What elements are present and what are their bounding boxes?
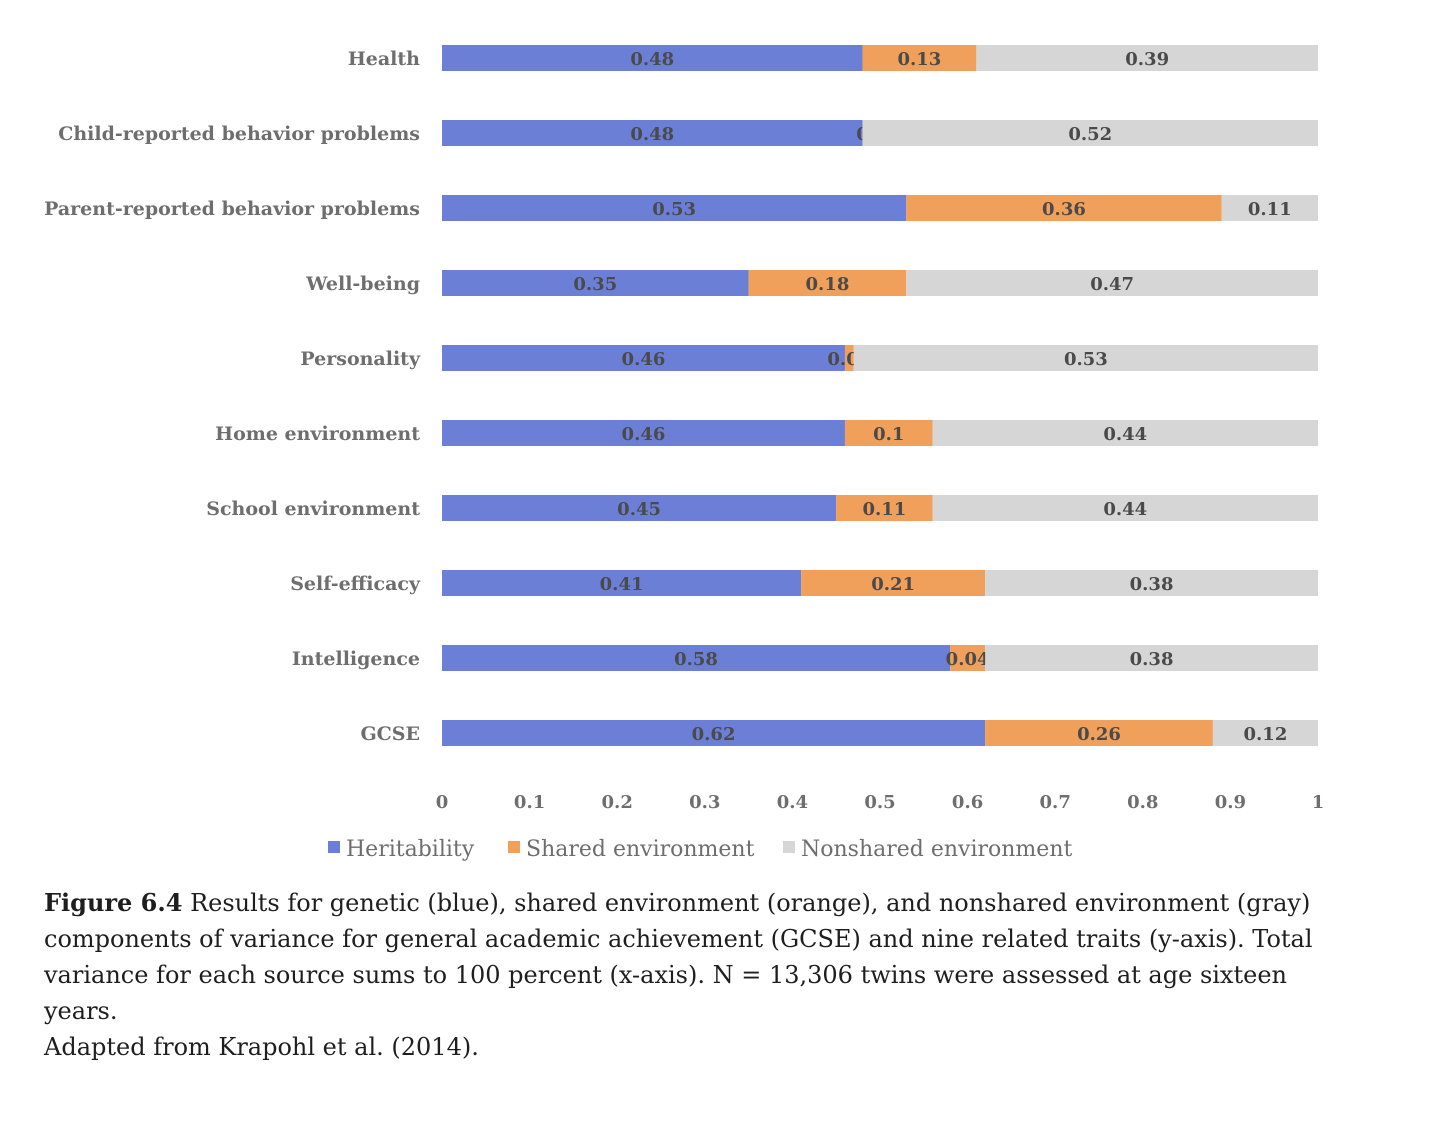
x-tick-label: 0.6 — [952, 792, 983, 813]
bars-layer: 0.480.130.390.4800.520.530.360.110.350.1… — [442, 45, 1318, 746]
bar-heritability-well-being — [442, 270, 749, 296]
bar-shared-environment-intelligence — [950, 645, 986, 671]
stacked-bar-chart: 0.480.130.390.4800.520.530.360.110.350.1… — [44, 45, 1325, 862]
legend-swatch-nonshared-environment — [783, 841, 795, 853]
category-labels: Health Child-reported behavior problems Pa… — [44, 48, 421, 745]
legend: Heritability Shared environment Nonshared … — [328, 837, 1072, 862]
data-label-heritability-intelligence: 0.58 — [674, 649, 718, 670]
category-label-child-reported-behavior-problems: Child-reported behavior problems — [58, 123, 420, 145]
data-label-heritability-home-environment: 0.46 — [622, 424, 666, 445]
data-label-nonshared-environment-child-reported-behavior-problems: 0.52 — [1068, 124, 1112, 145]
legend-swatch-shared-environment — [508, 841, 520, 853]
bar-nonshared-environment-home-environment — [932, 420, 1318, 446]
bar-nonshared-environment-parent-reported-behavior-problems — [1221, 195, 1318, 221]
data-label-heritability-health: 0.48 — [630, 49, 674, 70]
bar-shared-environment-health — [862, 45, 977, 71]
data-label-heritability-school-environment: 0.45 — [617, 499, 661, 520]
data-label-nonshared-environment-well-being: 0.47 — [1090, 274, 1134, 295]
x-tick-label: 0.9 — [1215, 792, 1246, 813]
legend-label-shared-environment: Shared environment — [526, 837, 755, 862]
data-label-shared-environment-well-being: 0.18 — [806, 274, 850, 295]
bar-nonshared-environment-intelligence — [985, 645, 1318, 671]
bar-nonshared-environment-well-being — [906, 270, 1318, 296]
data-label-nonshared-environment-self-efficacy: 0.38 — [1130, 574, 1174, 595]
x-tick-label: 0.5 — [864, 792, 895, 813]
bar-shared-environment-self-efficacy — [801, 570, 986, 596]
data-label-heritability-personality: 0.46 — [622, 349, 666, 370]
bar-heritability-health — [442, 45, 863, 71]
bar-nonshared-environment-gcse — [1212, 720, 1318, 746]
caption-body: Figure 6.4 Results for genetic (blue), s… — [44, 885, 1344, 1029]
x-tick-label: 1 — [1312, 792, 1325, 813]
data-label-nonshared-environment-home-environment: 0.44 — [1103, 424, 1147, 445]
category-label-well-being: Well-being — [305, 273, 420, 295]
caption-text: Results for genetic (blue), shared envir… — [44, 889, 1313, 1025]
data-label-nonshared-environment-intelligence: 0.38 — [1130, 649, 1174, 670]
legend-label-nonshared-environment: Nonshared environment — [801, 837, 1072, 862]
bar-shared-environment-well-being — [748, 270, 907, 296]
x-tick-label: 0.1 — [514, 792, 545, 813]
bar-shared-environment-school-environment — [836, 495, 933, 521]
data-label-nonshared-environment-personality: 0.53 — [1064, 349, 1108, 370]
bar-heritability-gcse — [442, 720, 986, 746]
data-label-heritability-child-reported-behavior-problems: 0.48 — [630, 124, 674, 145]
bar-nonshared-environment-school-environment — [932, 495, 1318, 521]
x-tick-label: 0.7 — [1040, 792, 1071, 813]
x-axis-ticks: 0 0.1 0.2 0.3 0.4 0.5 0.6 0.7 0.8 0.9 1 — [436, 792, 1325, 813]
category-label-personality: Personality — [300, 348, 421, 370]
data-label-heritability-parent-reported-behavior-problems: 0.53 — [652, 199, 696, 220]
bar-nonshared-environment-self-efficacy — [985, 570, 1318, 596]
data-label-nonshared-environment-parent-reported-behavior-problems: 0.11 — [1248, 199, 1292, 220]
category-label-school-environment: School environment — [206, 498, 420, 520]
legend-swatch-heritability — [328, 841, 340, 853]
caption-source: Adapted from Krapohl et al. (2014). — [44, 1033, 479, 1061]
x-tick-label: 0 — [436, 792, 449, 813]
data-label-heritability-gcse: 0.62 — [692, 724, 736, 745]
x-tick-label: 0.4 — [777, 792, 808, 813]
data-label-heritability-self-efficacy: 0.41 — [600, 574, 644, 595]
data-label-shared-environment-parent-reported-behavior-problems: 0.36 — [1042, 199, 1086, 220]
bar-shared-environment-parent-reported-behavior-problems — [906, 195, 1222, 221]
bar-nonshared-environment-health — [976, 45, 1318, 71]
data-label-shared-environment-intelligence: 0.04 — [946, 649, 990, 670]
figure-number: Figure 6.4 — [44, 888, 183, 917]
category-label-health: Health — [348, 48, 420, 70]
bar-nonshared-environment-personality — [853, 345, 1318, 371]
data-label-shared-environment-school-environment: 0.11 — [862, 499, 906, 520]
bar-heritability-parent-reported-behavior-problems — [442, 195, 907, 221]
figure-caption: Figure 6.4 Results for genetic (blue), s… — [44, 885, 1344, 1065]
x-tick-label: 0.3 — [689, 792, 720, 813]
bar-heritability-intelligence — [442, 645, 951, 671]
category-label-self-efficacy: Self-efficacy — [290, 573, 421, 595]
category-label-gcse: GCSE — [360, 723, 420, 745]
x-tick-label: 0.2 — [602, 792, 633, 813]
legend-label-heritability: Heritability — [346, 837, 475, 862]
category-label-parent-reported-behavior-problems: Parent-reported behavior problems — [44, 198, 420, 220]
bar-heritability-personality — [442, 345, 845, 371]
bar-shared-environment-home-environment — [844, 420, 933, 446]
data-label-nonshared-environment-school-environment: 0.44 — [1103, 499, 1147, 520]
category-label-intelligence: Intelligence — [292, 648, 420, 670]
data-label-shared-environment-gcse: 0.26 — [1077, 724, 1121, 745]
data-label-nonshared-environment-health: 0.39 — [1125, 49, 1169, 70]
bar-heritability-home-environment — [442, 420, 845, 446]
bar-heritability-school-environment — [442, 495, 837, 521]
data-label-heritability-well-being: 0.35 — [573, 274, 617, 295]
bar-heritability-child-reported-behavior-problems — [442, 120, 863, 146]
data-label-shared-environment-home-environment: 0.1 — [873, 424, 904, 445]
data-label-shared-environment-self-efficacy: 0.21 — [871, 574, 915, 595]
bar-nonshared-environment-child-reported-behavior-problems — [862, 120, 1318, 146]
bar-shared-environment-gcse — [985, 720, 1213, 746]
data-label-shared-environment-health: 0.13 — [897, 49, 941, 70]
x-tick-label: 0.8 — [1127, 792, 1158, 813]
bar-heritability-self-efficacy — [442, 570, 802, 596]
data-label-nonshared-environment-gcse: 0.12 — [1244, 724, 1288, 745]
bar-shared-environment-personality — [844, 345, 854, 371]
category-label-home-environment: Home environment — [215, 423, 420, 445]
